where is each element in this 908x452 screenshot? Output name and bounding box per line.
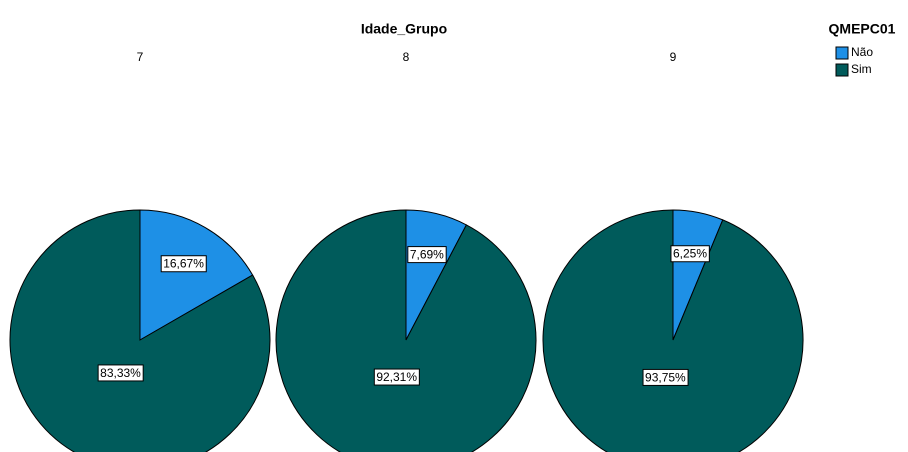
data-label: 16,67%: [163, 257, 204, 271]
data-label: 93,75%: [645, 370, 686, 384]
legend-title: QMEPC01: [829, 21, 896, 37]
data-label: 7,69%: [410, 248, 444, 262]
panel-label: 7: [137, 50, 144, 64]
legend-swatch: [835, 63, 849, 77]
panel-label: 8: [403, 50, 410, 64]
data-label-box: [642, 368, 689, 386]
data-label-box: [160, 255, 207, 273]
data-label-box: [407, 246, 447, 264]
chart-title: Idade_Grupo: [361, 21, 447, 37]
pie-slice: [9, 209, 271, 452]
legend-swatch: [835, 46, 849, 60]
data-label-box: [373, 368, 420, 386]
pie-slice: [275, 209, 537, 452]
data-label: 83,33%: [100, 366, 141, 380]
data-label: 92,31%: [376, 370, 417, 384]
pie-slice: [542, 209, 804, 452]
legend-label: Não: [851, 45, 873, 59]
legend-label: Sim: [851, 62, 872, 76]
data-label-box: [670, 245, 710, 263]
pie-slice: [139, 209, 254, 341]
data-label: 6,25%: [673, 247, 707, 261]
panel-label: 9: [670, 50, 677, 64]
data-label-box: [97, 364, 144, 382]
